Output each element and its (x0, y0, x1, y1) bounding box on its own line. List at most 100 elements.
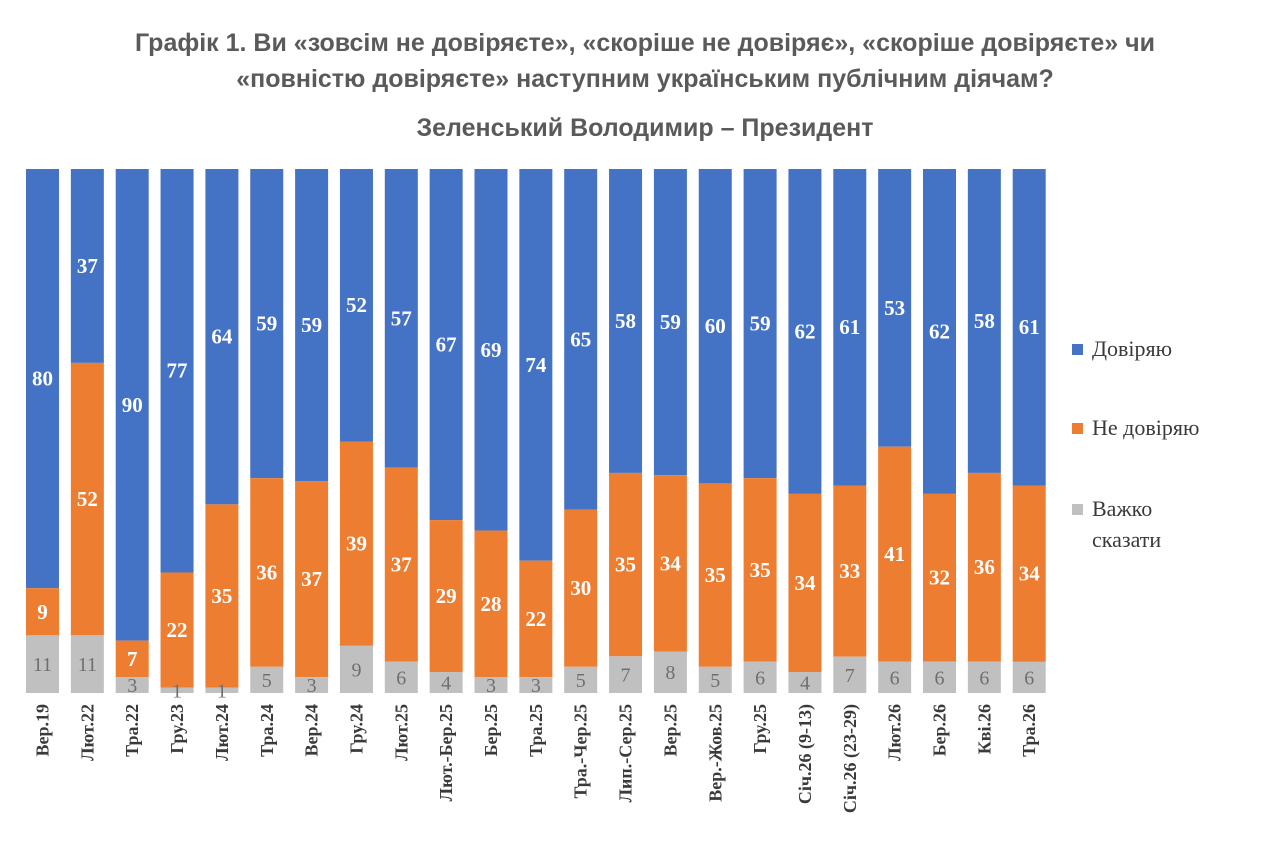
data-label-distrust: 41 (884, 542, 905, 566)
bar-segment-distrust (115, 640, 149, 678)
category-label: Гру.23 (167, 704, 187, 754)
data-label-hard-to-say: 7 (845, 665, 855, 687)
category-label: Вер.25 (660, 704, 680, 757)
category-label: Тра.-Чер.25 (571, 704, 591, 799)
data-label-distrust: 39 (346, 532, 367, 556)
data-label-distrust: 22 (525, 607, 546, 631)
bar-segment-trust (967, 169, 1001, 473)
bar-segment-hard-to-say (698, 666, 732, 693)
bar-segment-hard-to-say (878, 661, 912, 693)
bar-segment-hard-to-say (250, 666, 284, 693)
bar-segment-trust (698, 169, 732, 484)
bar-segment-trust (474, 169, 508, 531)
data-label-hard-to-say: 11 (78, 654, 97, 676)
bar-segment-distrust (205, 504, 239, 688)
category-label: Вер.-Жов.25 (705, 704, 725, 802)
data-label-distrust: 36 (256, 560, 277, 584)
data-label-distrust: 9 (37, 600, 48, 624)
category-label: Січ.26 (9-13) (795, 704, 816, 804)
bar-segment-trust (115, 169, 149, 641)
bar-segment-hard-to-say (474, 677, 508, 693)
bar-segment-distrust (878, 446, 912, 662)
data-label-distrust: 36 (974, 555, 995, 579)
category-label: Тра.24 (257, 704, 277, 757)
data-label-distrust: 28 (481, 592, 502, 616)
legend-label-trust: Довіряю (1092, 336, 1173, 361)
legend-label-hard-to-say-2: сказати (1092, 527, 1162, 552)
data-label-hard-to-say: 11 (33, 654, 52, 676)
data-label-hard-to-say: 6 (979, 667, 989, 689)
bar-segment-hard-to-say (788, 672, 822, 693)
data-label-hard-to-say: 6 (1024, 667, 1034, 689)
bar-segment-hard-to-say (609, 656, 643, 693)
data-label-trust: 52 (346, 293, 367, 317)
bar-segment-distrust (429, 520, 463, 673)
bar-segment-trust (295, 169, 329, 482)
data-label-trust: 58 (974, 309, 995, 333)
category-label: Лют.24 (212, 704, 232, 761)
bar-segment-hard-to-say (26, 635, 59, 693)
data-label-trust: 37 (77, 254, 98, 278)
data-label-hard-to-say: 6 (755, 667, 765, 689)
data-label-trust: 67 (436, 333, 457, 357)
bar-segment-trust (564, 169, 598, 510)
category-label: Вер.24 (302, 704, 322, 757)
category-label: Лют.26 (885, 704, 905, 761)
category-label: Тра.26 (1019, 704, 1039, 757)
bar-segment-trust (788, 169, 822, 494)
data-label-trust: 59 (660, 310, 681, 334)
category-label: Лют.-Бер.25 (436, 704, 456, 801)
data-label-trust: 58 (615, 309, 636, 333)
bar-segment-trust (26, 169, 59, 589)
data-label-trust: 62 (929, 319, 950, 343)
data-label-trust: 53 (884, 296, 905, 320)
category-label: Вер.19 (33, 704, 53, 757)
data-label-trust: 69 (481, 338, 502, 362)
data-label-hard-to-say: 3 (531, 675, 541, 697)
data-label-hard-to-say: 4 (800, 673, 810, 695)
bar-segment-hard-to-say (384, 661, 418, 693)
category-label: Лют.25 (391, 704, 411, 761)
data-label-hard-to-say: 5 (576, 670, 586, 692)
data-label-trust: 60 (705, 314, 726, 338)
legend-swatch-distrust (1072, 423, 1083, 434)
bar-segment-hard-to-say (205, 687, 239, 693)
chart-subtitle: Зеленський Володимир – Президент (416, 114, 874, 142)
data-label-trust: 57 (391, 306, 412, 330)
data-label-distrust: 22 (167, 618, 188, 642)
data-label-distrust: 34 (794, 571, 816, 595)
data-label-distrust: 34 (1019, 562, 1041, 586)
bar-segment-distrust (788, 493, 822, 673)
data-label-trust: 77 (167, 359, 188, 383)
data-label-distrust: 33 (839, 559, 860, 583)
bar-segment-distrust (295, 481, 329, 678)
bar-segment-hard-to-say (429, 672, 463, 693)
data-label-hard-to-say: 3 (127, 675, 137, 697)
bar-segment-distrust (26, 588, 59, 636)
data-label-hard-to-say: 9 (351, 659, 361, 681)
stacked-bar-chart: 80911Вер.19375211Лют.229073Тра.2277221Гр… (26, 169, 1046, 813)
bar-segment-trust (429, 169, 463, 521)
data-label-distrust: 7 (127, 647, 138, 671)
data-label-distrust: 35 (705, 563, 726, 587)
bar-segment-hard-to-say (70, 635, 104, 693)
data-label-distrust: 32 (929, 566, 950, 590)
bar-segment-hard-to-say (1012, 661, 1046, 693)
bar-segment-trust (609, 169, 643, 473)
bar-segment-distrust (474, 530, 508, 678)
data-label-trust: 90 (122, 393, 143, 417)
data-label-distrust: 29 (436, 584, 457, 608)
bar-segment-trust (250, 169, 284, 479)
data-label-trust: 65 (570, 327, 591, 351)
bar-segment-trust (1012, 169, 1046, 486)
bar-segment-hard-to-say (923, 661, 956, 693)
category-label: Бер.25 (481, 704, 501, 756)
category-label: Лют.22 (77, 704, 97, 761)
data-label-hard-to-say: 1 (172, 680, 182, 702)
data-label-trust: 59 (256, 312, 277, 336)
data-label-hard-to-say: 6 (935, 667, 945, 689)
bar-segment-distrust (160, 572, 194, 688)
data-label-trust: 61 (839, 315, 860, 339)
bar-segment-hard-to-say (339, 645, 373, 693)
data-label-hard-to-say: 1 (217, 680, 227, 702)
